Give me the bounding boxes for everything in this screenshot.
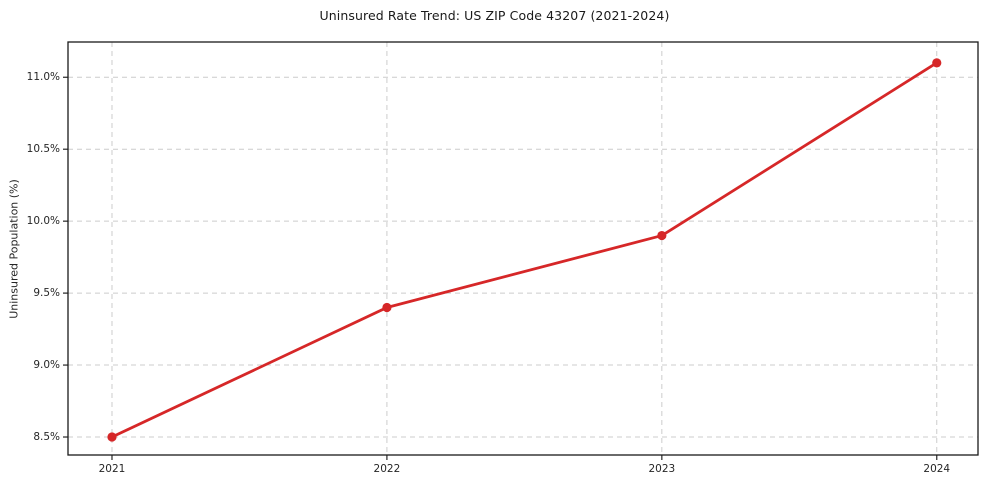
plot-border — [67, 41, 979, 456]
x-tick-label: 2022 — [373, 463, 401, 475]
x-tick-label: 2023 — [648, 463, 676, 475]
y-tick-label: 8.5% — [33, 431, 60, 443]
y-tick-label: 10.0% — [26, 215, 60, 228]
y-tick-label: 10.5% — [26, 143, 60, 156]
data-point-marker — [382, 302, 392, 313]
trend-line — [110, 61, 939, 439]
y-tick-label: 11.0% — [26, 71, 60, 84]
x-tick-label: 2024 — [923, 463, 951, 475]
data-point-marker — [107, 432, 117, 442]
x-tick-label: 2021 — [98, 463, 126, 475]
y-tick-label: 9.0% — [33, 359, 60, 372]
y-tick-label: 9.5% — [33, 287, 60, 300]
chart-title: Uninsured Rate Trend: US ZIP Code 43207 … — [319, 8, 670, 23]
data-point-marker — [657, 230, 667, 241]
data-point-marker — [932, 58, 942, 68]
